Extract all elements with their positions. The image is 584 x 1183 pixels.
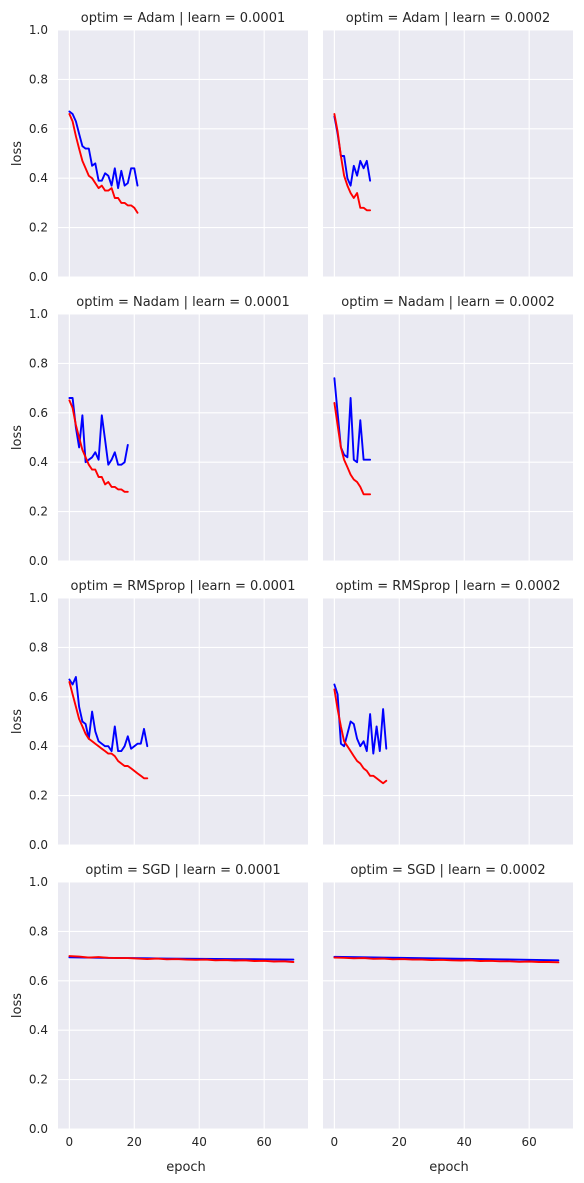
series-line-red (68, 681, 149, 780)
panel-title: optim = RMSprop | learn = 0.0002 (336, 579, 561, 594)
y-tick-label: 0.2 (29, 221, 48, 235)
series-line-blue (333, 683, 388, 755)
facet-panel: optim = Nadam | learn = 0.0001 0.0 0.2 0.4 0… (10, 295, 308, 568)
y-tick-label: 0.0 (29, 838, 48, 852)
plot-area (58, 598, 308, 845)
series-line-red (68, 399, 129, 493)
plot-area (58, 30, 308, 277)
panels-layer: optim = Adam | learn = 0.0001 0.0 0.2 0.4 0.… (10, 11, 573, 1149)
series-line-red (333, 956, 560, 964)
y-tick-label: 0.2 (29, 1073, 48, 1087)
panel-title: optim = Adam | learn = 0.0001 (81, 11, 286, 26)
panel-title: optim = Nadam | learn = 0.0001 (76, 295, 290, 310)
panel-title: optim = Nadam | learn = 0.0002 (341, 295, 555, 310)
facet-panel: optim = RMSprop | learn = 0.0002 (323, 579, 573, 846)
y-tick-label: 0.4 (29, 171, 48, 185)
plot-area (58, 882, 308, 1129)
y-tick-label: 0.8 (29, 640, 48, 654)
y-tick-label: 0.0 (29, 554, 48, 568)
series-line-red (68, 113, 139, 214)
plot-area (323, 598, 573, 845)
y-tick-label: 1.0 (29, 307, 48, 321)
facet-panel: optim = Adam | learn = 0.0001 0.0 0.2 0.4 0.… (10, 11, 308, 284)
y-tick-label: 0.4 (29, 1023, 48, 1037)
y-tick-label: 1.0 (29, 23, 48, 37)
y-tick-label: 0.8 (29, 924, 48, 938)
panel-title: optim = Adam | learn = 0.0002 (346, 11, 551, 26)
plot-area (58, 314, 308, 561)
y-tick-label: 0.8 (29, 72, 48, 86)
panel-title: optim = RMSprop | learn = 0.0001 (71, 579, 296, 594)
series-line-red (333, 113, 372, 212)
y-tick-label: 0.4 (29, 739, 48, 753)
plot-area (323, 30, 573, 277)
y-tick-label: 1.0 (29, 875, 48, 889)
x-tick-label: 0 (66, 1135, 74, 1149)
series-line-blue (68, 676, 149, 753)
facet-panel: optim = RMSprop | learn = 0.0001 0.0 0.2 0.… (10, 579, 308, 852)
x-axis-label: epoch (429, 1160, 469, 1175)
plot-area (323, 882, 573, 1129)
facet-panel: optim = Adam | learn = 0.0002 (323, 11, 573, 278)
y-axis-label: loss (10, 709, 25, 734)
y-tick-label: 0.8 (29, 356, 48, 370)
series-line-red (68, 955, 295, 963)
y-axis-label: loss (10, 425, 25, 450)
series-line-blue (68, 110, 139, 190)
facet-panel: optim = Nadam | learn = 0.0002 (323, 295, 573, 562)
y-tick-label: 0.6 (29, 690, 48, 704)
y-tick-label: 0.6 (29, 974, 48, 988)
x-tick-label: 20 (127, 1135, 142, 1149)
y-tick-label: 0.2 (29, 789, 48, 803)
y-axis-label: loss (10, 993, 25, 1018)
y-tick-label: 0.4 (29, 455, 48, 469)
series-line-blue (68, 397, 129, 466)
y-tick-label: 0.6 (29, 122, 48, 136)
x-tick-label: 20 (392, 1135, 407, 1149)
panel-title: optim = SGD | learn = 0.0001 (85, 863, 280, 878)
x-tick-label: 40 (457, 1135, 472, 1149)
facet-panel: optim = SGD | learn = 0.0002 0 20 40 60 (323, 863, 573, 1149)
x-tick-label: 60 (522, 1135, 537, 1149)
plot-area (323, 314, 573, 561)
facet-panel: optim = SGD | learn = 0.0001 0.0 0.2 0.4 0.6… (10, 863, 308, 1149)
y-tick-label: 0.6 (29, 406, 48, 420)
y-tick-label: 0.0 (29, 270, 48, 284)
y-tick-label: 0.2 (29, 505, 48, 519)
series-line-red (333, 401, 372, 496)
x-tick-label: 40 (192, 1135, 207, 1149)
panel-title: optim = SGD | learn = 0.0002 (350, 863, 545, 878)
y-axis-label: loss (10, 141, 25, 166)
x-tick-label: 60 (257, 1135, 272, 1149)
y-tick-label: 0.0 (29, 1122, 48, 1136)
x-axis-label: epoch (166, 1160, 206, 1175)
series-line-red (333, 688, 388, 785)
x-tick-label: 0 (331, 1135, 339, 1149)
y-tick-label: 1.0 (29, 591, 48, 605)
series-line-blue (333, 955, 560, 962)
